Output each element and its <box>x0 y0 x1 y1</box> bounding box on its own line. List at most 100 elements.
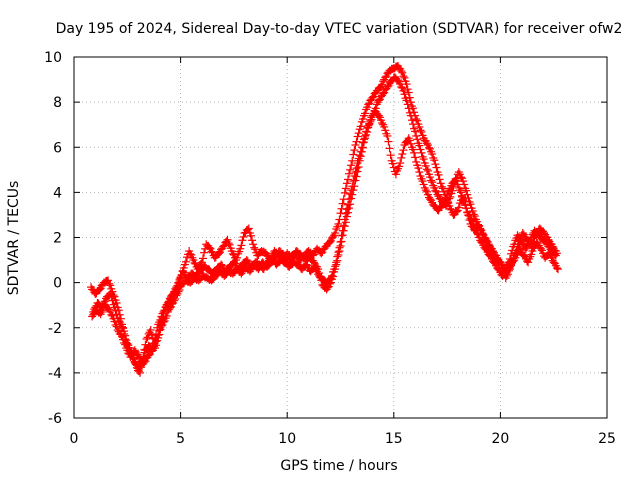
data-point <box>341 184 350 193</box>
data-point <box>354 129 363 138</box>
data-point <box>461 184 470 193</box>
data-point <box>432 163 441 172</box>
data-point <box>350 146 359 155</box>
data-point <box>470 212 479 221</box>
data-point <box>466 200 475 209</box>
data-point <box>119 323 128 332</box>
data-point <box>198 254 207 263</box>
data-point <box>385 144 394 153</box>
data-point <box>419 155 428 164</box>
data-point <box>460 180 469 189</box>
data-point <box>397 67 406 76</box>
data-point <box>315 269 324 278</box>
data-point <box>171 295 180 304</box>
data-point <box>411 127 420 136</box>
data-point <box>331 229 340 238</box>
data-point <box>340 188 349 197</box>
data-point <box>418 177 427 186</box>
data-point <box>104 276 113 285</box>
y-tick-label: 4 <box>53 185 62 201</box>
data-point <box>111 320 120 329</box>
data-point <box>97 307 106 316</box>
data-point <box>152 337 161 346</box>
data-point <box>342 179 351 188</box>
data-point <box>527 250 536 259</box>
data-point <box>342 212 351 221</box>
data-point <box>338 231 347 240</box>
data-point <box>143 333 152 342</box>
y-tick-label: -6 <box>48 411 62 427</box>
data-point <box>347 161 356 170</box>
data-point <box>154 331 163 340</box>
data-point <box>146 326 155 335</box>
data-point <box>338 199 347 208</box>
y-axis-label: SDTVAR / TECUs <box>6 181 22 296</box>
data-point <box>426 173 435 182</box>
data-point <box>250 243 259 252</box>
data-point <box>233 253 242 262</box>
data-point <box>396 159 405 168</box>
data-point <box>438 184 447 193</box>
data-point <box>406 139 415 148</box>
data-point <box>356 152 365 161</box>
data-point <box>399 72 408 81</box>
data-point <box>151 338 160 347</box>
data-point <box>529 237 538 246</box>
data-point <box>317 276 326 285</box>
data-point <box>361 134 370 143</box>
data-point <box>248 236 257 245</box>
data-point <box>120 339 129 348</box>
data-point <box>443 199 452 208</box>
data-point <box>352 137 361 146</box>
x-tick-label: 25 <box>598 431 616 447</box>
data-point <box>238 236 247 245</box>
data-point <box>400 73 409 82</box>
data-point <box>136 368 145 377</box>
data-point <box>403 100 412 109</box>
data-point <box>459 177 468 186</box>
data-point <box>468 206 477 215</box>
data-point <box>415 122 424 131</box>
data-point <box>326 278 335 287</box>
data-point <box>408 120 417 129</box>
data-point <box>419 180 428 189</box>
data-point <box>351 176 360 185</box>
data-point <box>434 170 443 179</box>
data-point <box>112 322 121 331</box>
data-point <box>351 140 360 149</box>
data-point <box>354 163 363 172</box>
data-point <box>358 115 367 124</box>
data-point <box>552 263 561 272</box>
x-tick-label: 15 <box>385 431 403 447</box>
data-point <box>149 342 158 351</box>
data-point <box>454 203 463 212</box>
data-point <box>403 85 412 94</box>
data-point <box>332 260 341 269</box>
data-point <box>503 270 512 279</box>
data-point <box>197 258 206 267</box>
data-point <box>339 226 348 235</box>
data-point <box>380 122 389 131</box>
data-point <box>407 116 416 125</box>
data-point <box>249 240 258 249</box>
data-point <box>399 146 408 155</box>
data-point <box>416 145 425 154</box>
data-point <box>405 136 414 145</box>
data-point <box>329 272 338 281</box>
data-point <box>462 186 471 195</box>
data-point <box>464 194 473 203</box>
y-tick-label: -4 <box>48 366 62 382</box>
data-point <box>224 239 233 248</box>
data-point <box>335 247 344 256</box>
data-point <box>421 161 430 170</box>
data-point <box>341 218 350 227</box>
data-point <box>170 296 179 305</box>
y-axis-tick-labels: -6 -4 -2 0 2 4 6 8 10 <box>44 50 62 427</box>
data-point <box>463 190 472 199</box>
data-point <box>239 232 248 241</box>
data-point <box>430 156 439 165</box>
data-point <box>358 143 367 152</box>
data-point <box>414 164 423 173</box>
data-point <box>397 153 406 162</box>
